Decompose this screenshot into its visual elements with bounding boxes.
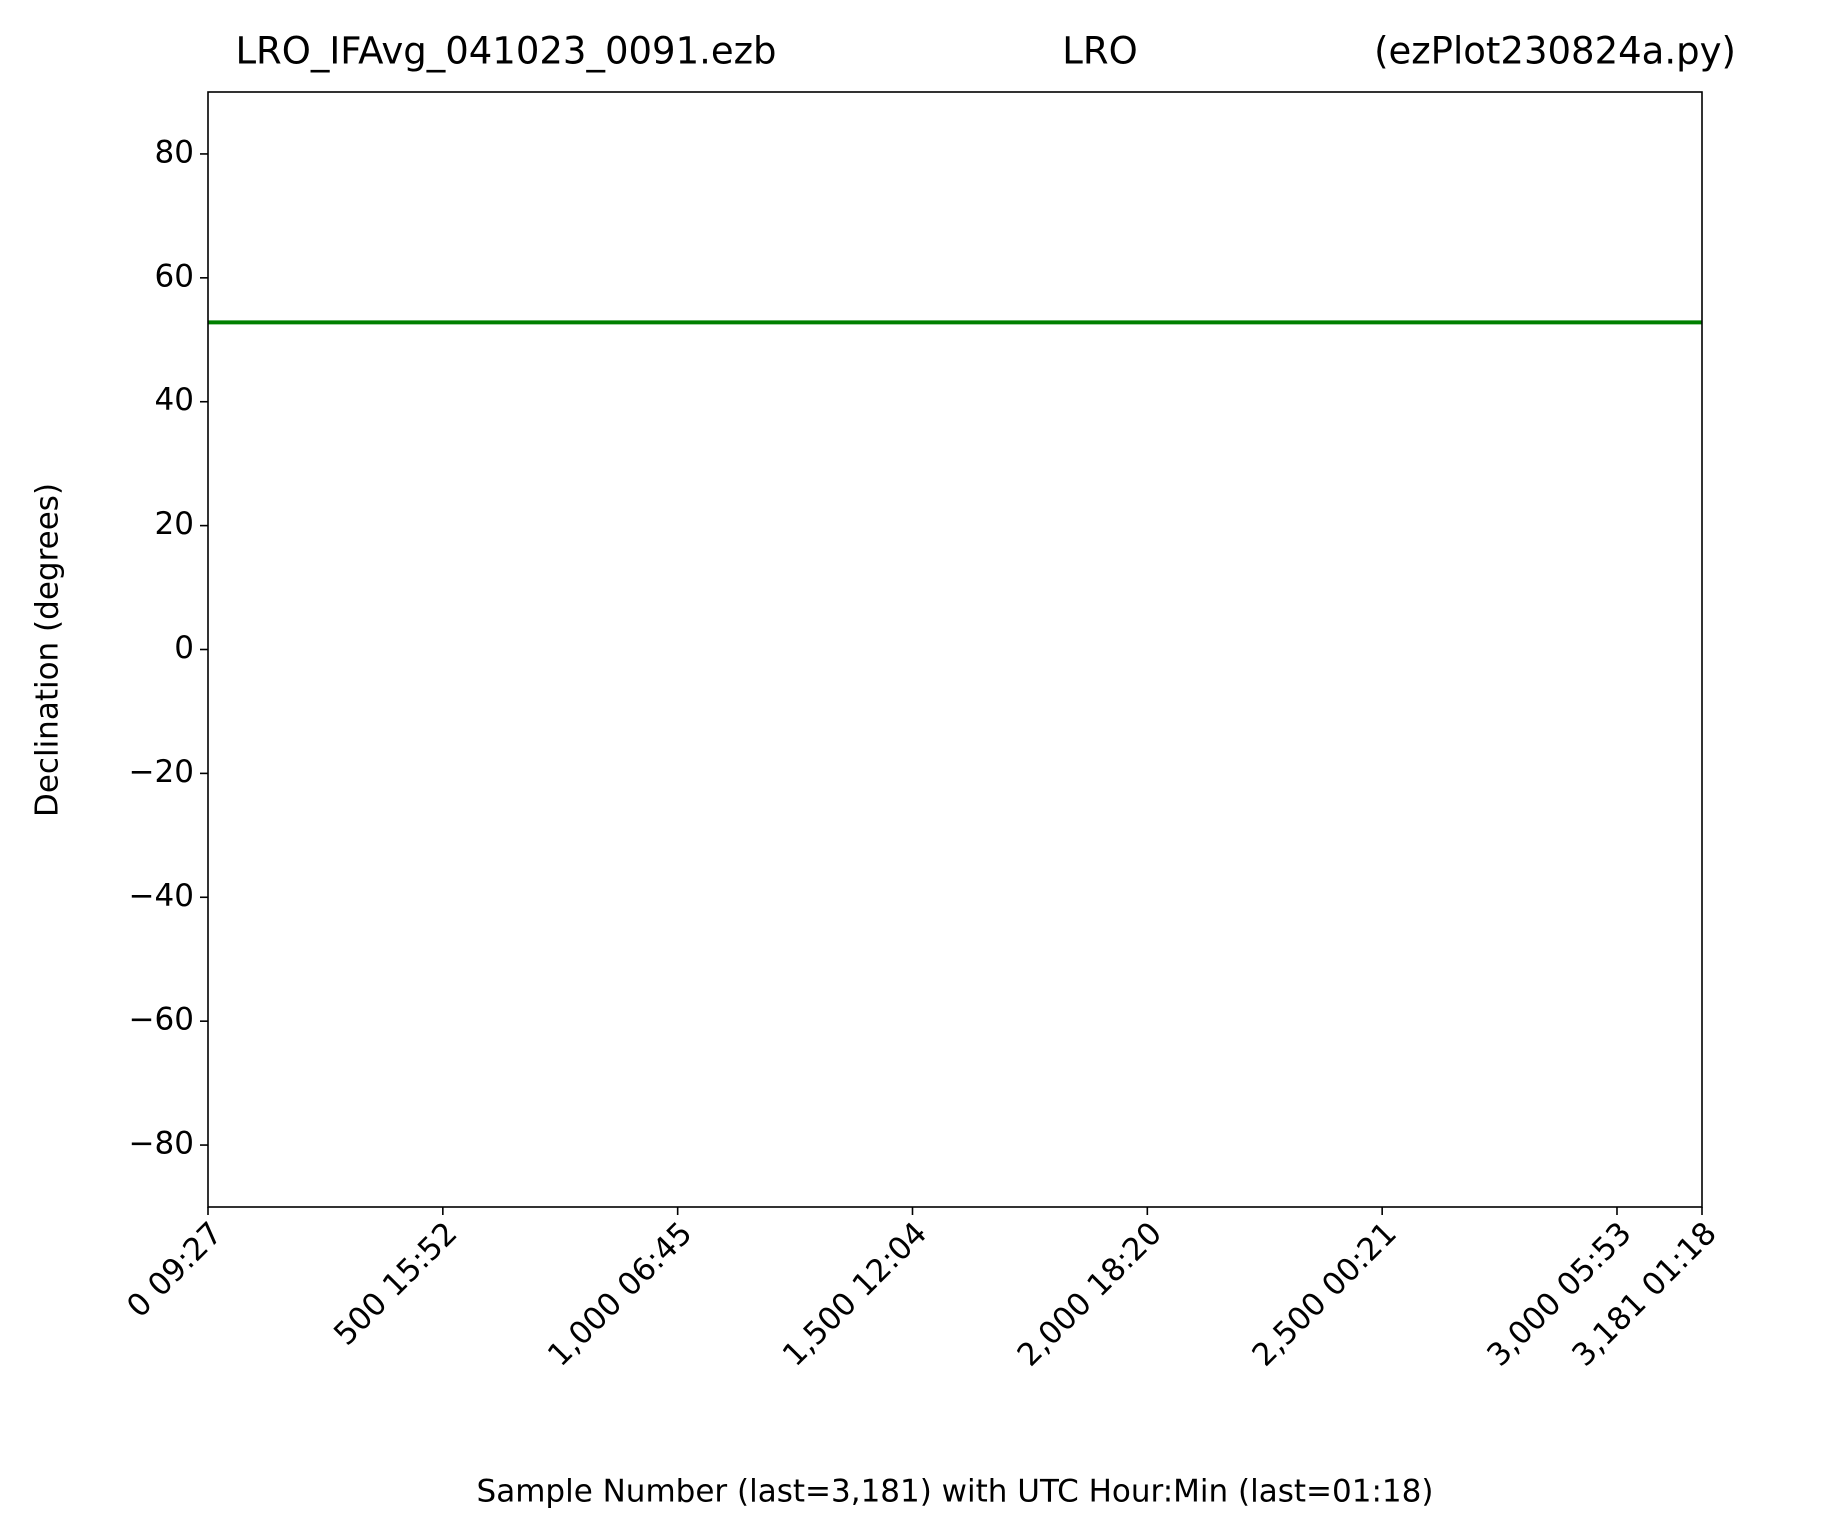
x-tick-label: 2,500 00:21 <box>1245 1215 1403 1373</box>
plot-frame <box>207 91 1703 1208</box>
chart-title-left: LRO_IFAvg_041023_0091.ezb <box>235 30 776 73</box>
y-tick-label: 80 <box>155 134 194 170</box>
chart-title: LRO <box>1062 30 1137 73</box>
x-axis-label: Sample Number (last=3,181) with UTC Hour… <box>477 1474 1434 1510</box>
y-tick-label: 0 <box>174 630 194 666</box>
chart-title-right: (ezPlot230824a.py) <box>1374 30 1736 73</box>
x-tick-label: 2,000 18:20 <box>1011 1215 1169 1373</box>
x-tick-label: 1,000 06:45 <box>541 1215 699 1373</box>
y-tick-label: −40 <box>129 878 194 914</box>
y-tick-label: −80 <box>129 1126 194 1162</box>
y-tick-label: 20 <box>155 506 194 542</box>
y-tick-label: −60 <box>129 1002 194 1038</box>
x-tick-label: 1,500 12:04 <box>776 1215 934 1373</box>
y-axis-label: Declination (degrees) <box>30 483 66 817</box>
y-tick-label: −20 <box>129 754 194 790</box>
y-tick-label: 40 <box>155 382 194 418</box>
x-tick-label: 0 09:27 <box>120 1215 230 1325</box>
x-tick-label: 500 15:52 <box>327 1215 464 1352</box>
x-tick-label: 3,000 05:53 <box>1480 1215 1638 1373</box>
y-tick-label: 60 <box>155 258 194 294</box>
